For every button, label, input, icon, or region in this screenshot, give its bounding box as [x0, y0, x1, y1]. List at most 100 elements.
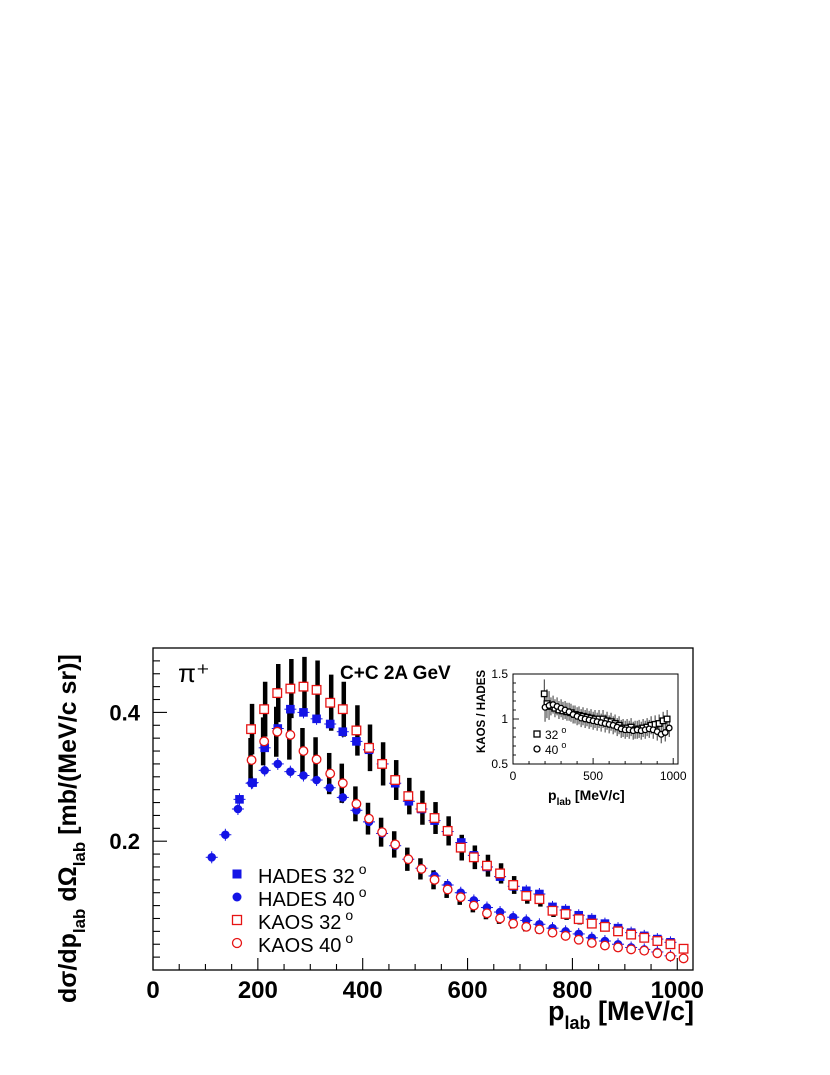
kaos-point: [573, 934, 584, 945]
main-axis-ticks: [152, 660, 678, 970]
kaos-point: [455, 842, 466, 853]
kaos-point: [639, 945, 650, 956]
inset-y-tick-label: 1: [501, 712, 508, 726]
kaos-point: [325, 697, 336, 708]
hades-point: [312, 714, 321, 724]
kaos-point: [285, 729, 296, 740]
kaos-point: [573, 914, 584, 925]
hades-point: [404, 796, 414, 806]
hades-point: [286, 767, 295, 776]
main-plot-frame: [152, 647, 694, 971]
kaos-point: [311, 684, 322, 695]
kaos-point: [403, 791, 414, 802]
kaos-point: [285, 683, 296, 694]
hades-point: [312, 775, 321, 785]
kaos-point: [377, 827, 388, 838]
legend-marker: [232, 869, 242, 879]
kaos-point: [272, 688, 283, 699]
inset-point: [663, 715, 671, 723]
kaos-point: [468, 900, 479, 911]
legend-label: KAOS 40 o: [258, 930, 353, 957]
kaos-point: [337, 778, 348, 789]
hades-point: [325, 719, 335, 729]
hades-point: [325, 783, 334, 793]
kaos-point: [665, 939, 676, 950]
kaos-point: [468, 852, 479, 863]
kaos-point: [652, 948, 663, 959]
hades-point: [352, 737, 361, 746]
inset-x-axis-label: plab [MeV/c]: [548, 787, 625, 808]
kaos-point: [337, 704, 348, 715]
chart-title: C+C 2A GeV: [340, 663, 451, 684]
main-tick-labels: 0 200 400 600 800 1000 0.2 0.4: [109, 700, 704, 1004]
inset-x-tick-label: 1000: [660, 769, 687, 783]
hades-point: [221, 830, 230, 840]
kaos-point: [298, 681, 309, 692]
kaos-point: [311, 754, 322, 765]
kaos-point: [560, 909, 571, 919]
inset-y-tick-label: 1.5: [491, 667, 508, 681]
kaos-point: [377, 758, 388, 769]
particle-label: π⁺: [178, 658, 210, 688]
inset-legend: 32 o40 o: [533, 725, 566, 757]
kaos-point: [272, 726, 283, 737]
kaos-point: [259, 736, 270, 747]
kaos-point: [626, 944, 637, 955]
x-axis-label: plab [MeV/c]: [548, 996, 694, 1033]
hades-point: [456, 838, 466, 847]
kaos-point: [246, 724, 256, 735]
kaos-point: [495, 913, 506, 924]
inset-point: [661, 729, 669, 736]
kaos-point: [416, 802, 427, 813]
legend-marker: [231, 914, 243, 926]
inset-legend-marker: [533, 730, 541, 738]
inset-tick-labels: 0 500 1000 0.5 1 1.5: [491, 667, 687, 783]
kaos-point: [639, 932, 650, 943]
inset-point: [665, 724, 673, 732]
inset-axis-ticks: [512, 673, 674, 765]
y-tick-label: 0.2: [109, 829, 140, 854]
hades-point: [338, 793, 348, 802]
inset-point: [540, 690, 548, 698]
x-tick-label: 1000: [651, 977, 704, 1004]
kaos-point: [521, 921, 532, 932]
kaos-point: [599, 921, 610, 932]
main-data-markers: [207, 681, 689, 964]
kaos-point: [482, 860, 492, 871]
kaos-point: [521, 890, 532, 901]
inset-x-tick-label: 0: [510, 769, 517, 783]
hades-point: [535, 889, 544, 899]
inset-data-markers: [540, 690, 673, 738]
x-tick-label: 0: [146, 977, 159, 1004]
kaos-point: [442, 884, 453, 895]
y-tick-label: 0.4: [109, 700, 140, 725]
kaos-point: [560, 930, 571, 941]
x-tick-label: 800: [552, 977, 592, 1004]
legend-label: KAOS 32 o: [258, 907, 353, 934]
hades-point: [299, 771, 308, 780]
kaos-point: [495, 868, 506, 879]
kaos-point: [364, 813, 374, 824]
legend-label: HADES 32 o: [258, 861, 367, 888]
inset-y-tick-label: 0.5: [491, 757, 508, 771]
kaos-point: [586, 938, 597, 948]
hades-point: [247, 778, 256, 788]
kaos-point: [455, 892, 466, 903]
legend-marker: [231, 937, 243, 949]
hades-point: [521, 886, 531, 896]
hades-point: [207, 853, 217, 862]
kaos-point: [665, 951, 676, 962]
kaos-point: [442, 825, 453, 836]
kaos-point: [613, 926, 623, 937]
kaos-point: [390, 839, 401, 850]
kaos-point: [547, 927, 558, 938]
kaos-point: [325, 768, 336, 779]
kaos-point: [534, 894, 545, 905]
kaos-point: [429, 813, 440, 823]
x-tick-label: 400: [343, 977, 383, 1004]
legend-label: HADES 40 o: [258, 884, 367, 911]
kaos-point: [508, 880, 519, 890]
legend-marker: [232, 892, 242, 902]
kaos-point: [246, 755, 257, 766]
